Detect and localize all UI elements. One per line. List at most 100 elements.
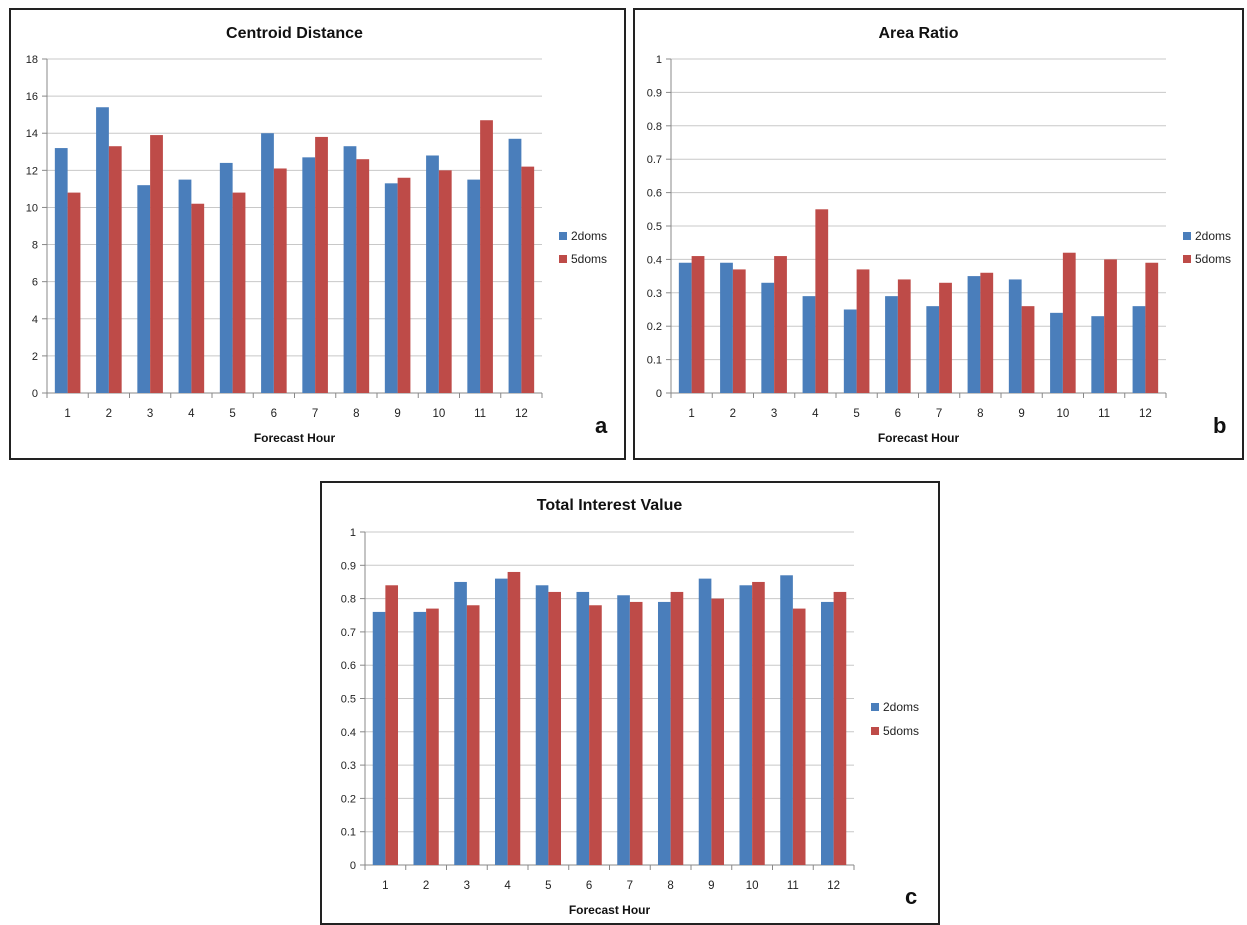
bar-2doms-12 bbox=[820, 601, 834, 865]
y-tick-label: 4 bbox=[32, 314, 38, 326]
bar-5doms-6 bbox=[897, 279, 911, 393]
x-tick-label: 3 bbox=[464, 880, 470, 892]
bar-5doms-3 bbox=[774, 256, 787, 393]
bar-2doms-12 bbox=[1132, 306, 1146, 393]
bar-5doms-1 bbox=[691, 256, 705, 393]
bar-2doms-10 bbox=[426, 155, 439, 393]
bar-5doms-5 bbox=[856, 269, 870, 393]
legend-swatch-2doms bbox=[559, 232, 567, 240]
x-tick-label: 11 bbox=[474, 408, 486, 420]
y-tick-label: 0 bbox=[32, 388, 38, 400]
bar-5doms-11 bbox=[1104, 259, 1117, 393]
panel-letter: b bbox=[1213, 413, 1226, 438]
bar-5doms-3 bbox=[150, 135, 163, 394]
legend-swatch-2doms bbox=[1183, 232, 1191, 240]
legend-label-5doms: 5doms bbox=[571, 252, 607, 266]
x-tick-label: 2 bbox=[423, 880, 429, 892]
bar-5doms-3 bbox=[466, 605, 480, 865]
bar-5doms-12 bbox=[833, 591, 847, 865]
bar-2doms-5 bbox=[535, 585, 549, 865]
bar-2doms-7 bbox=[617, 595, 630, 865]
y-tick-label: 0.9 bbox=[341, 560, 356, 572]
y-tick-label: 0.9 bbox=[647, 87, 662, 99]
bar-5doms-4 bbox=[507, 571, 521, 865]
x-tick-label: 1 bbox=[382, 880, 388, 892]
y-tick-label: 0.3 bbox=[341, 760, 356, 772]
bar-5doms-1 bbox=[385, 585, 399, 865]
y-tick-label: 10 bbox=[26, 202, 38, 214]
x-tick-label: 5 bbox=[545, 880, 551, 892]
x-tick-label: 9 bbox=[1018, 408, 1024, 420]
chart-panel-b: Area Ratio 0 0.1 0.2 0.3 0.4 0.5 0.6 0.7 0.8 0.9 1 1… bbox=[633, 8, 1244, 460]
bar-2doms-9 bbox=[384, 183, 398, 393]
x-tick-label: 9 bbox=[394, 408, 400, 420]
x-tick-label: 7 bbox=[312, 408, 318, 420]
legend-label-5doms: 5doms bbox=[883, 724, 919, 738]
x-tick-label: 12 bbox=[515, 408, 528, 420]
bar-2doms-11 bbox=[467, 179, 481, 393]
total-interest-value-chart: Total Interest Value 0 0.1 0.2 0.3 0.4 0.5 0.6 0… bbox=[341, 497, 919, 917]
x-tick-label: 5 bbox=[229, 408, 235, 420]
y-tick-label: 16 bbox=[26, 91, 38, 103]
x-tick-label: 2 bbox=[106, 408, 112, 420]
bar-5doms-6 bbox=[589, 605, 602, 865]
bar-5doms-7 bbox=[939, 282, 952, 393]
y-tick-label: 0.5 bbox=[341, 694, 356, 706]
bar-2doms-10 bbox=[1050, 312, 1063, 393]
x-tick-label: 1 bbox=[688, 408, 694, 420]
legend-swatch-5doms bbox=[871, 727, 879, 735]
x-tick-label: 5 bbox=[853, 408, 859, 420]
bar-5doms-8 bbox=[980, 272, 994, 393]
legend-label-5doms: 5doms bbox=[1195, 252, 1231, 266]
y-tick-label: 0.8 bbox=[341, 594, 356, 606]
legend-label-2doms: 2doms bbox=[571, 229, 607, 243]
bar-2doms-11 bbox=[780, 575, 793, 865]
bar-2doms-9 bbox=[1008, 279, 1022, 393]
bar-5doms-11 bbox=[480, 120, 493, 393]
bar-5doms-2 bbox=[732, 269, 746, 393]
x-tick-label: 8 bbox=[977, 408, 983, 420]
legend-swatch-5doms bbox=[559, 255, 567, 263]
legend-label-2doms: 2doms bbox=[883, 700, 919, 714]
x-tick-label: 2 bbox=[730, 408, 736, 420]
y-tick-label: 0 bbox=[656, 388, 662, 400]
bar-5doms-10 bbox=[752, 581, 765, 865]
x-tick-label: 7 bbox=[627, 880, 633, 892]
bar-5doms-1 bbox=[67, 192, 81, 393]
y-tick-label: 8 bbox=[32, 240, 38, 252]
bar-2doms-2 bbox=[96, 107, 109, 393]
bar-5doms-6 bbox=[273, 168, 287, 393]
y-tick-label: 0.8 bbox=[647, 121, 662, 133]
y-tick-label: 0.2 bbox=[341, 793, 356, 805]
bar-2doms-12 bbox=[508, 138, 522, 393]
x-tick-label: 3 bbox=[771, 408, 777, 420]
bar-5doms-9 bbox=[711, 598, 725, 865]
bar-2doms-6 bbox=[576, 591, 590, 865]
bar-2doms-6 bbox=[885, 296, 898, 393]
bar-2doms-5 bbox=[219, 162, 233, 393]
bar-2doms-1 bbox=[678, 262, 692, 393]
x-tick-label: 9 bbox=[708, 880, 714, 892]
bar-2doms-3 bbox=[761, 282, 775, 393]
x-axis-label: Forecast Hour bbox=[569, 903, 651, 917]
bar-5doms-4 bbox=[815, 209, 829, 393]
y-tick-label: 2 bbox=[32, 351, 38, 363]
bar-5doms-9 bbox=[397, 177, 411, 393]
bar-5doms-8 bbox=[356, 159, 370, 393]
bar-2doms-8 bbox=[967, 276, 981, 393]
bar-2doms-7 bbox=[302, 157, 316, 393]
x-tick-label: 11 bbox=[1098, 408, 1110, 420]
bar-5doms-11 bbox=[792, 608, 806, 865]
panel-letter: c bbox=[905, 884, 917, 909]
bar-5doms-5 bbox=[548, 591, 562, 865]
bar-5doms-2 bbox=[426, 608, 439, 865]
bar-2doms-2 bbox=[413, 611, 427, 865]
y-tick-label: 12 bbox=[26, 165, 38, 177]
chart-panel-a: Centroid Distance 0 2 4 6 8 10 12 14 16 18 1 2 3 4 5 6 7 8… bbox=[9, 8, 626, 460]
x-tick-label: 7 bbox=[936, 408, 942, 420]
x-axis-label: Forecast Hour bbox=[878, 431, 960, 445]
bar-2doms-8 bbox=[343, 146, 357, 393]
bar-5doms-7 bbox=[629, 601, 643, 865]
y-tick-label: 0 bbox=[350, 860, 356, 872]
